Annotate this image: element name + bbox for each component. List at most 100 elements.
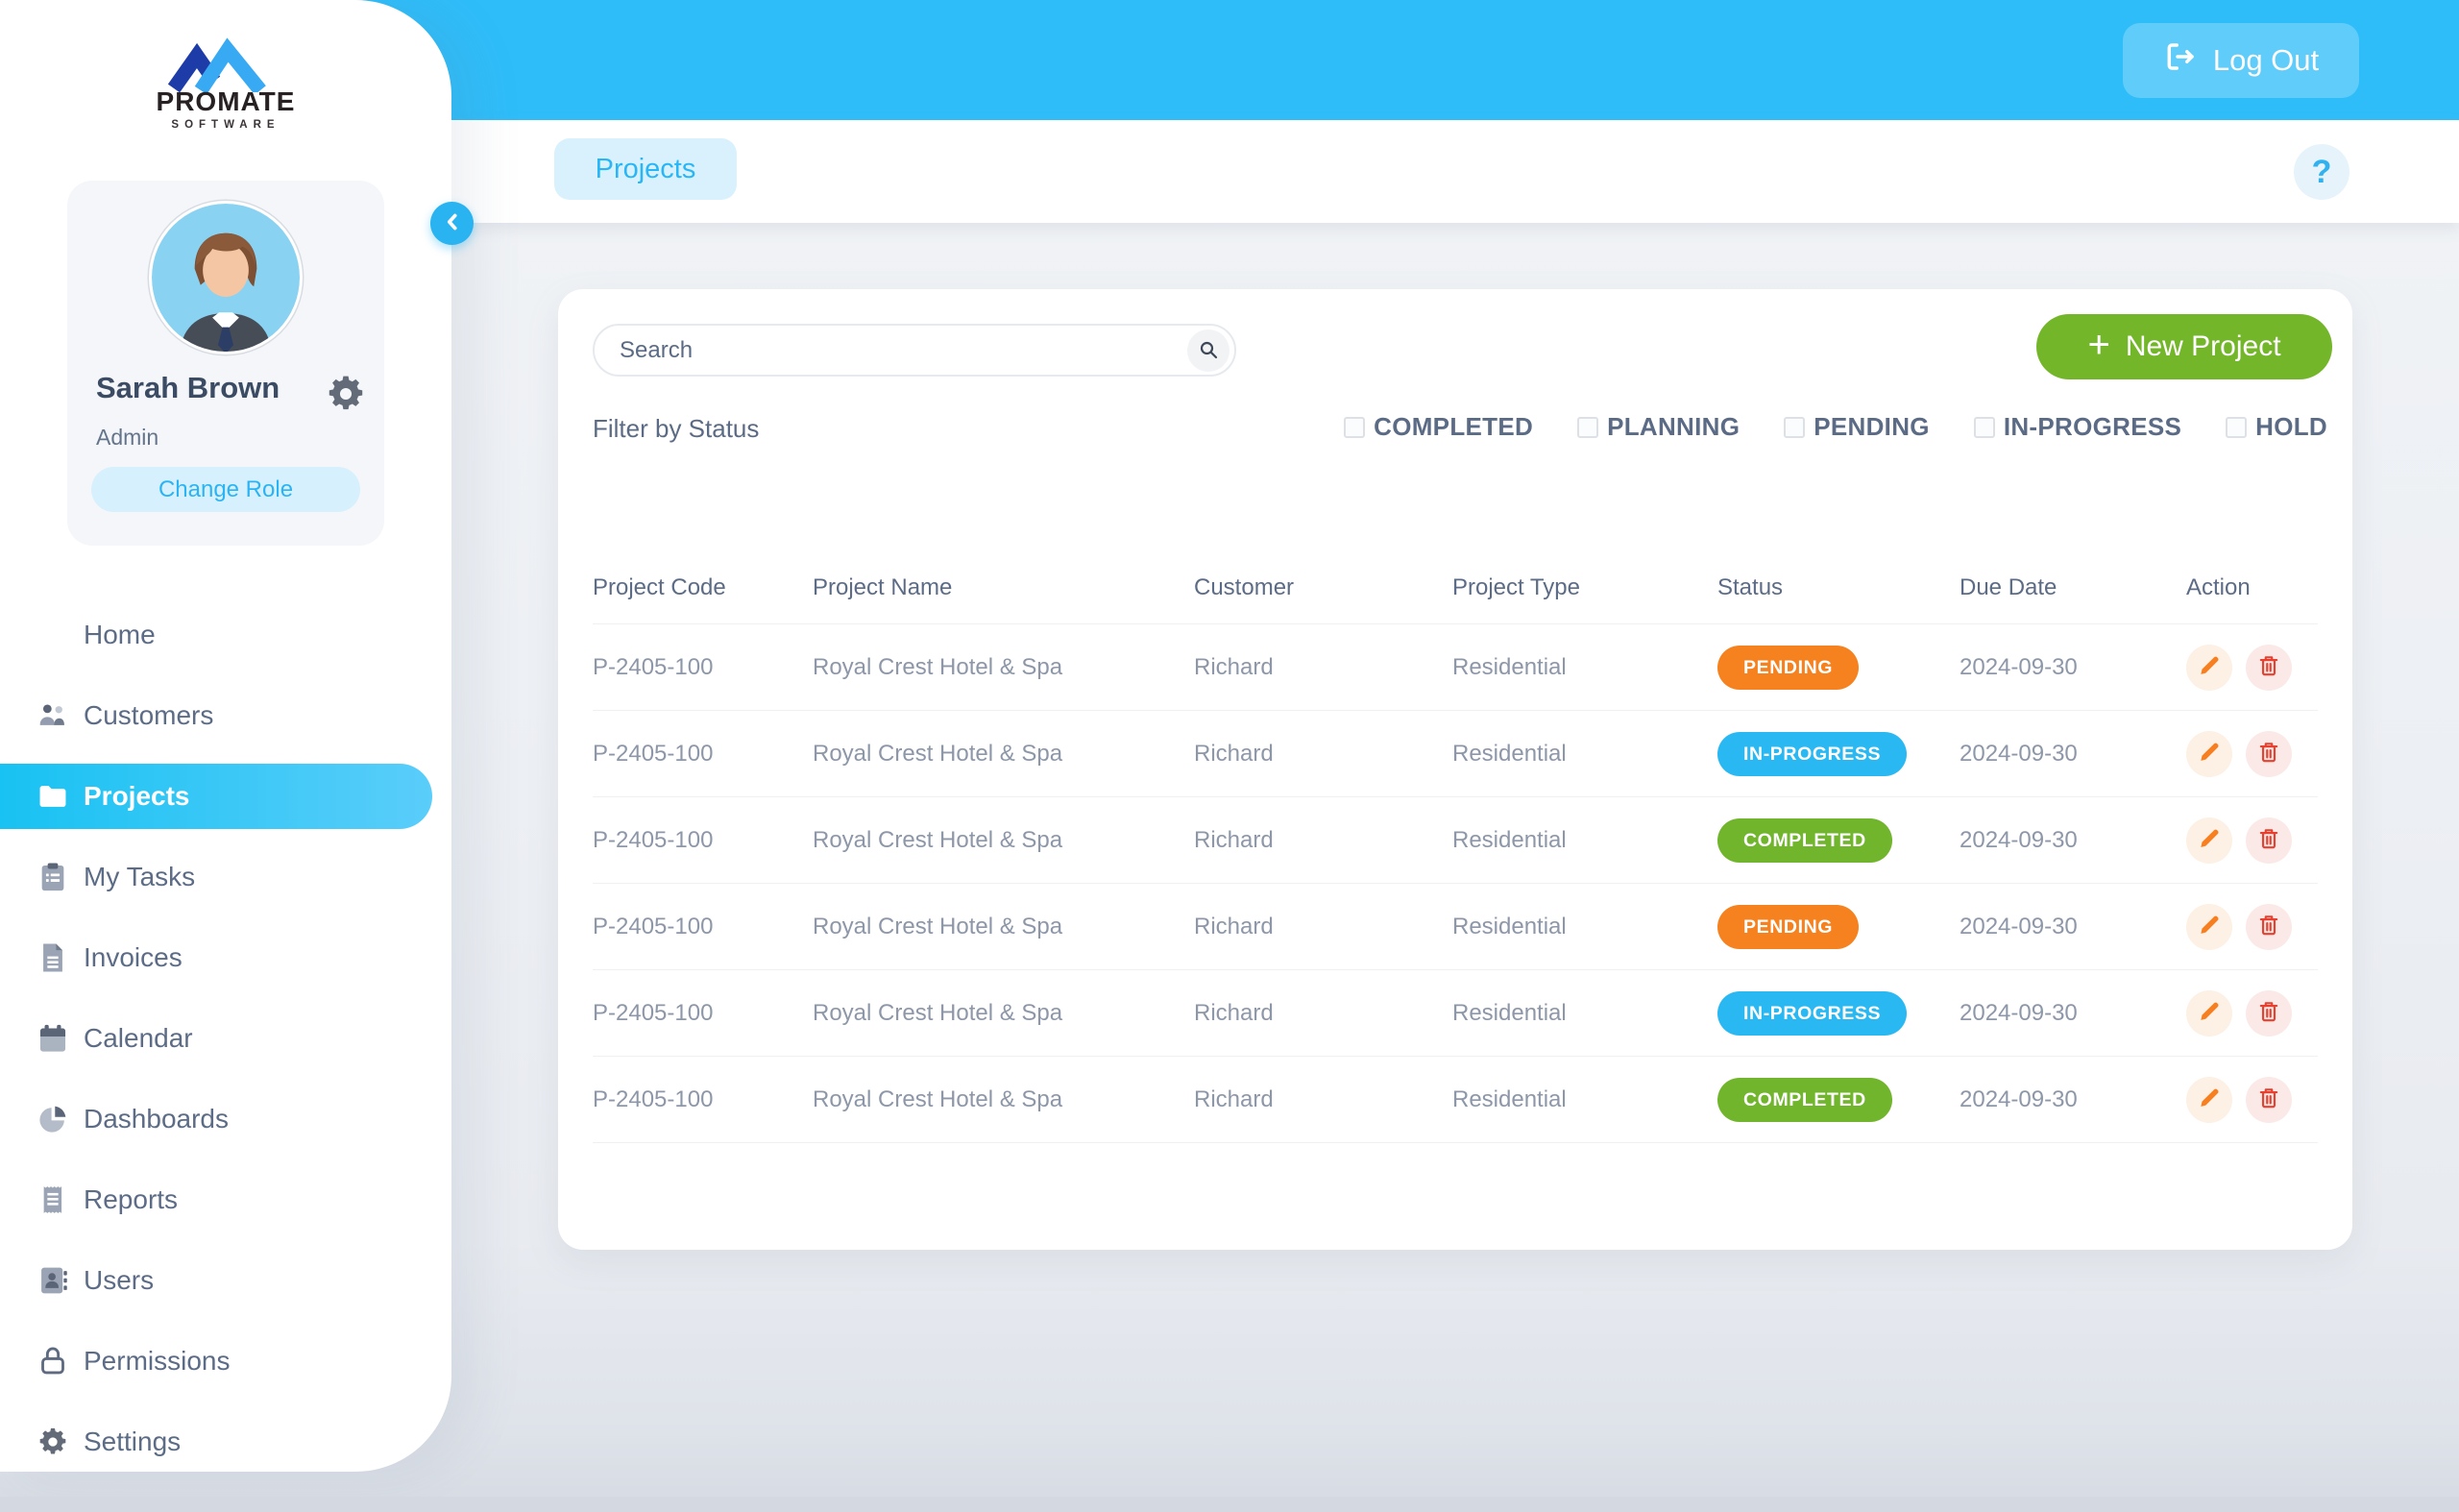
receipt-icon: [37, 1183, 73, 1217]
table-row: P-2405-100 Royal Crest Hotel & Spa Richard…: [593, 624, 2318, 711]
delete-button[interactable]: [2246, 1076, 2292, 1123]
filter-checkbox-hold[interactable]: HOLD: [2226, 412, 2327, 442]
cell-name: Royal Crest Hotel & Spa: [813, 740, 1063, 767]
cell-customer: Richard: [1194, 826, 1274, 853]
checkbox-icon[interactable]: [1784, 416, 1806, 438]
edit-button[interactable]: [2186, 644, 2232, 691]
new-project-button[interactable]: + New Project: [2036, 314, 2332, 379]
sidebar-item-projects[interactable]: Projects: [0, 756, 451, 837]
table-row: P-2405-100 Royal Crest Hotel & Spa Richard…: [593, 884, 2318, 970]
filter-checkbox-completed[interactable]: COMPLETED: [1344, 412, 1533, 442]
pencil-icon: [2197, 913, 2222, 940]
tab-projects[interactable]: Projects: [554, 138, 737, 200]
sidebar-item-calendar[interactable]: Calendar: [0, 998, 451, 1079]
cell-status: PENDING: [1717, 645, 1960, 690]
cell-type: Residential: [1452, 826, 1567, 853]
sidebar-item-dashboards[interactable]: Dashboards: [0, 1079, 451, 1159]
table-row: P-2405-100 Royal Crest Hotel & Spa Richard…: [593, 1057, 2318, 1143]
pie-chart-icon: [37, 1102, 73, 1136]
cell-status: PENDING: [1717, 904, 1960, 949]
table-row: P-2405-100 Royal Crest Hotel & Spa Richard…: [593, 970, 2318, 1057]
status-filter-group: COMPLETED PLANNING PENDING IN-PROGRESS HOLD: [1344, 412, 2327, 442]
cell-type: Residential: [1452, 1085, 1567, 1112]
delete-button[interactable]: [2246, 817, 2292, 864]
sidebar-item-users[interactable]: Users: [0, 1240, 451, 1321]
checkbox-icon[interactable]: [1577, 416, 1599, 438]
cell-customer: Richard: [1194, 740, 1274, 767]
status-badge: COMPLETED: [1717, 817, 1892, 863]
cell-name: Royal Crest Hotel & Spa: [813, 826, 1063, 853]
cell-due-date: 2024-09-30: [1960, 1085, 2078, 1112]
sidebar-item-label: Projects: [84, 781, 190, 811]
search-button[interactable]: [1187, 329, 1230, 372]
checkbox-icon[interactable]: [1344, 416, 1366, 438]
sidebar-nav: Home Customers Projects My Tasks Invoices Cal…: [0, 595, 451, 1482]
search-input[interactable]: [595, 326, 1234, 375]
cell-name: Royal Crest Hotel & Spa: [813, 999, 1063, 1026]
cell-code: P-2405-100: [593, 653, 714, 680]
lock-icon: [37, 1344, 73, 1378]
filter-by-status-label: Filter by Status: [593, 414, 760, 443]
delete-button[interactable]: [2246, 730, 2292, 777]
delete-button[interactable]: [2246, 989, 2292, 1036]
sidebar-item-label: My Tasks: [84, 862, 196, 891]
cell-code: P-2405-100: [593, 913, 714, 939]
cell-status: COMPLETED: [1717, 817, 1960, 863]
trash-icon: [2256, 826, 2281, 854]
edit-button[interactable]: [2186, 730, 2232, 777]
brand-subtitle: SOFTWARE: [171, 119, 280, 131]
filter-checkbox-planning[interactable]: PLANNING: [1577, 412, 1740, 442]
filter-label: PLANNING: [1607, 412, 1741, 441]
filter-checkbox-in-progress[interactable]: IN-PROGRESS: [1973, 412, 2181, 442]
checkbox-icon[interactable]: [1973, 416, 1995, 438]
sidebar-item-customers[interactable]: Customers: [0, 675, 451, 756]
edit-button[interactable]: [2186, 989, 2232, 1036]
pencil-icon: [2197, 826, 2222, 854]
delete-button[interactable]: [2246, 644, 2292, 691]
checkbox-icon[interactable]: [2226, 416, 2248, 438]
edit-button[interactable]: [2186, 903, 2232, 950]
sidebar-item-permissions[interactable]: Permissions: [0, 1321, 451, 1402]
cell-type: Residential: [1452, 999, 1567, 1026]
edit-button[interactable]: [2186, 1076, 2232, 1123]
cell-customer: Richard: [1194, 653, 1274, 680]
gear-icon: [37, 1425, 73, 1459]
cell-actions: [2186, 817, 2318, 864]
table-row: P-2405-100 Royal Crest Hotel & Spa Richard…: [593, 711, 2318, 797]
status-badge: PENDING: [1717, 645, 1860, 690]
sidebar-item-settings[interactable]: Settings: [0, 1402, 451, 1482]
cell-code: P-2405-100: [593, 826, 714, 853]
trash-icon: [2256, 1085, 2281, 1113]
brand-title: PROMATE: [156, 86, 296, 116]
logout-button[interactable]: Log Out: [2123, 23, 2359, 98]
trash-icon: [2256, 653, 2281, 681]
table-body: P-2405-100 Royal Crest Hotel & Spa Richard…: [593, 624, 2318, 1143]
status-badge: PENDING: [1717, 904, 1860, 949]
sidebar-item-label: Settings: [84, 1427, 182, 1456]
edit-button[interactable]: [2186, 817, 2232, 864]
pencil-icon: [2197, 653, 2222, 681]
sidebar-item-label: Permissions: [84, 1346, 231, 1376]
filter-checkbox-pending[interactable]: PENDING: [1784, 412, 1930, 442]
pencil-icon: [2197, 999, 2222, 1027]
sidebar-item-label: Dashboards: [84, 1104, 229, 1134]
sidebar-item-invoices[interactable]: Invoices: [0, 917, 451, 998]
trash-icon: [2256, 913, 2281, 940]
delete-button[interactable]: [2246, 903, 2292, 950]
cell-status: IN-PROGRESS: [1717, 990, 1960, 1036]
profile-settings-gear-icon[interactable]: [325, 373, 367, 415]
cell-name: Royal Crest Hotel & Spa: [813, 653, 1063, 680]
sidebar-item-my-tasks[interactable]: My Tasks: [0, 837, 451, 917]
help-button[interactable]: ?: [2294, 144, 2349, 200]
id-card-icon: [37, 1263, 73, 1298]
page-bottom-strip: [0, 1497, 2459, 1512]
sidebar-item-home[interactable]: Home: [0, 595, 451, 675]
cell-code: P-2405-100: [593, 999, 714, 1026]
change-role-button[interactable]: Change Role: [91, 467, 360, 512]
sidebar-item-label: Customers: [84, 700, 214, 730]
sidebar-collapse-button[interactable]: [430, 202, 474, 245]
sidebar-item-reports[interactable]: Reports: [0, 1159, 451, 1240]
pencil-icon: [2197, 740, 2222, 768]
cell-actions: [2186, 1076, 2318, 1123]
cell-status: IN-PROGRESS: [1717, 731, 1960, 776]
